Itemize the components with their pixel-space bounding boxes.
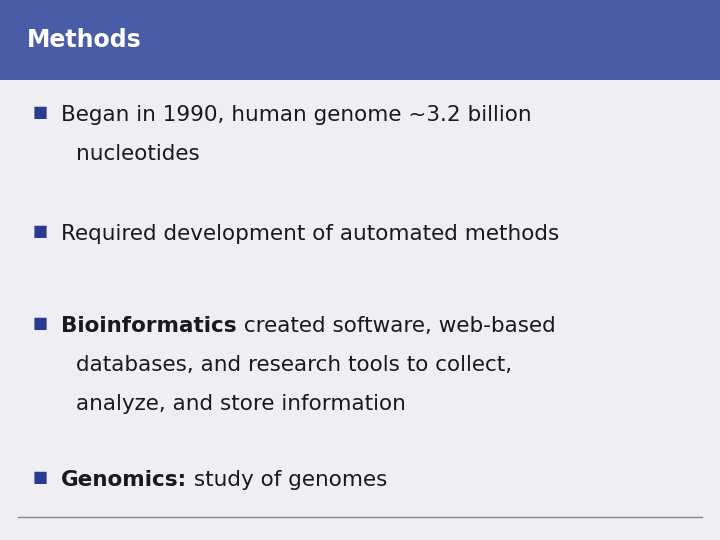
Text: Methods: Methods	[27, 28, 142, 52]
Text: databases, and research tools to collect,: databases, and research tools to collect…	[76, 355, 512, 375]
Text: analyze, and store information: analyze, and store information	[76, 394, 405, 414]
Bar	[0, 0, 720, 80]
Text: study of genomes: study of genomes	[187, 470, 387, 490]
Text: Required development of automated methods: Required development of automated method…	[61, 224, 559, 244]
Text: ■: ■	[32, 470, 48, 485]
Text: nucleotides: nucleotides	[76, 144, 199, 164]
Text: ■: ■	[32, 105, 48, 120]
Text: Bioinformatics: Bioinformatics	[61, 316, 237, 336]
Text: ■: ■	[32, 316, 48, 331]
Text: Began in 1990, human genome ~3.2 billion: Began in 1990, human genome ~3.2 billion	[61, 105, 532, 125]
Text: ■: ■	[32, 224, 48, 239]
Text: Genomics:: Genomics:	[61, 470, 187, 490]
Text: created software, web-based: created software, web-based	[237, 316, 556, 336]
